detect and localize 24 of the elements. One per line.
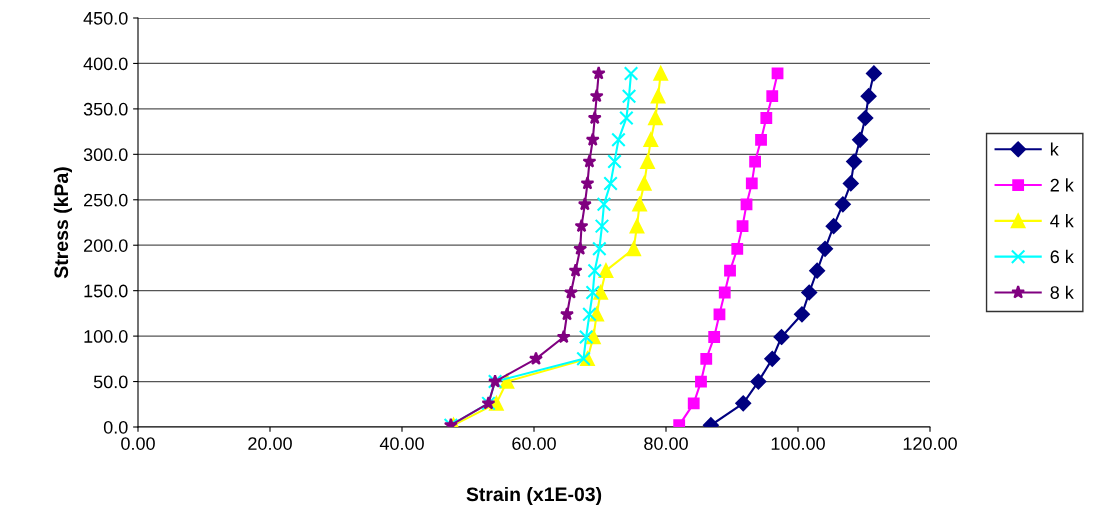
- y-tick-label: 50.0: [93, 375, 128, 389]
- y-tick-label: 300.0: [83, 148, 128, 162]
- y-tick-label: 100.0: [84, 330, 128, 343]
- x-tick-label: 40.00: [379, 437, 424, 450]
- legend-label: 8 k: [1050, 285, 1074, 299]
- y-axis-title: Stress (kPa): [53, 167, 72, 279]
- legend-label: 4 k: [1050, 214, 1074, 228]
- y-tick-label: 200.0: [84, 239, 128, 252]
- y-tick-label: 250.0: [84, 193, 128, 207]
- x-tick-label: 80.00: [644, 437, 688, 450]
- y-tick-label: 450.0: [83, 11, 128, 25]
- legend-label: 6 k: [1050, 249, 1074, 264]
- y-tick-label: 0.0: [103, 420, 128, 434]
- y-tick-label: 400.0: [83, 57, 128, 71]
- y-tick-label: 150.0: [84, 284, 128, 298]
- x-tick-label: 100.00: [771, 437, 825, 450]
- x-axis-title: Strain (x1E-03): [466, 486, 602, 506]
- x-tick-label: 20.00: [248, 437, 292, 450]
- legend-label: 2 k: [1050, 178, 1074, 192]
- x-tick-label: 120.00: [903, 437, 957, 450]
- legend-label: k: [1050, 142, 1059, 156]
- y-tick-label: 350.0: [83, 102, 128, 116]
- x-tick-label: 60.00: [512, 437, 556, 450]
- x-tick-label: 0.00: [121, 437, 155, 450]
